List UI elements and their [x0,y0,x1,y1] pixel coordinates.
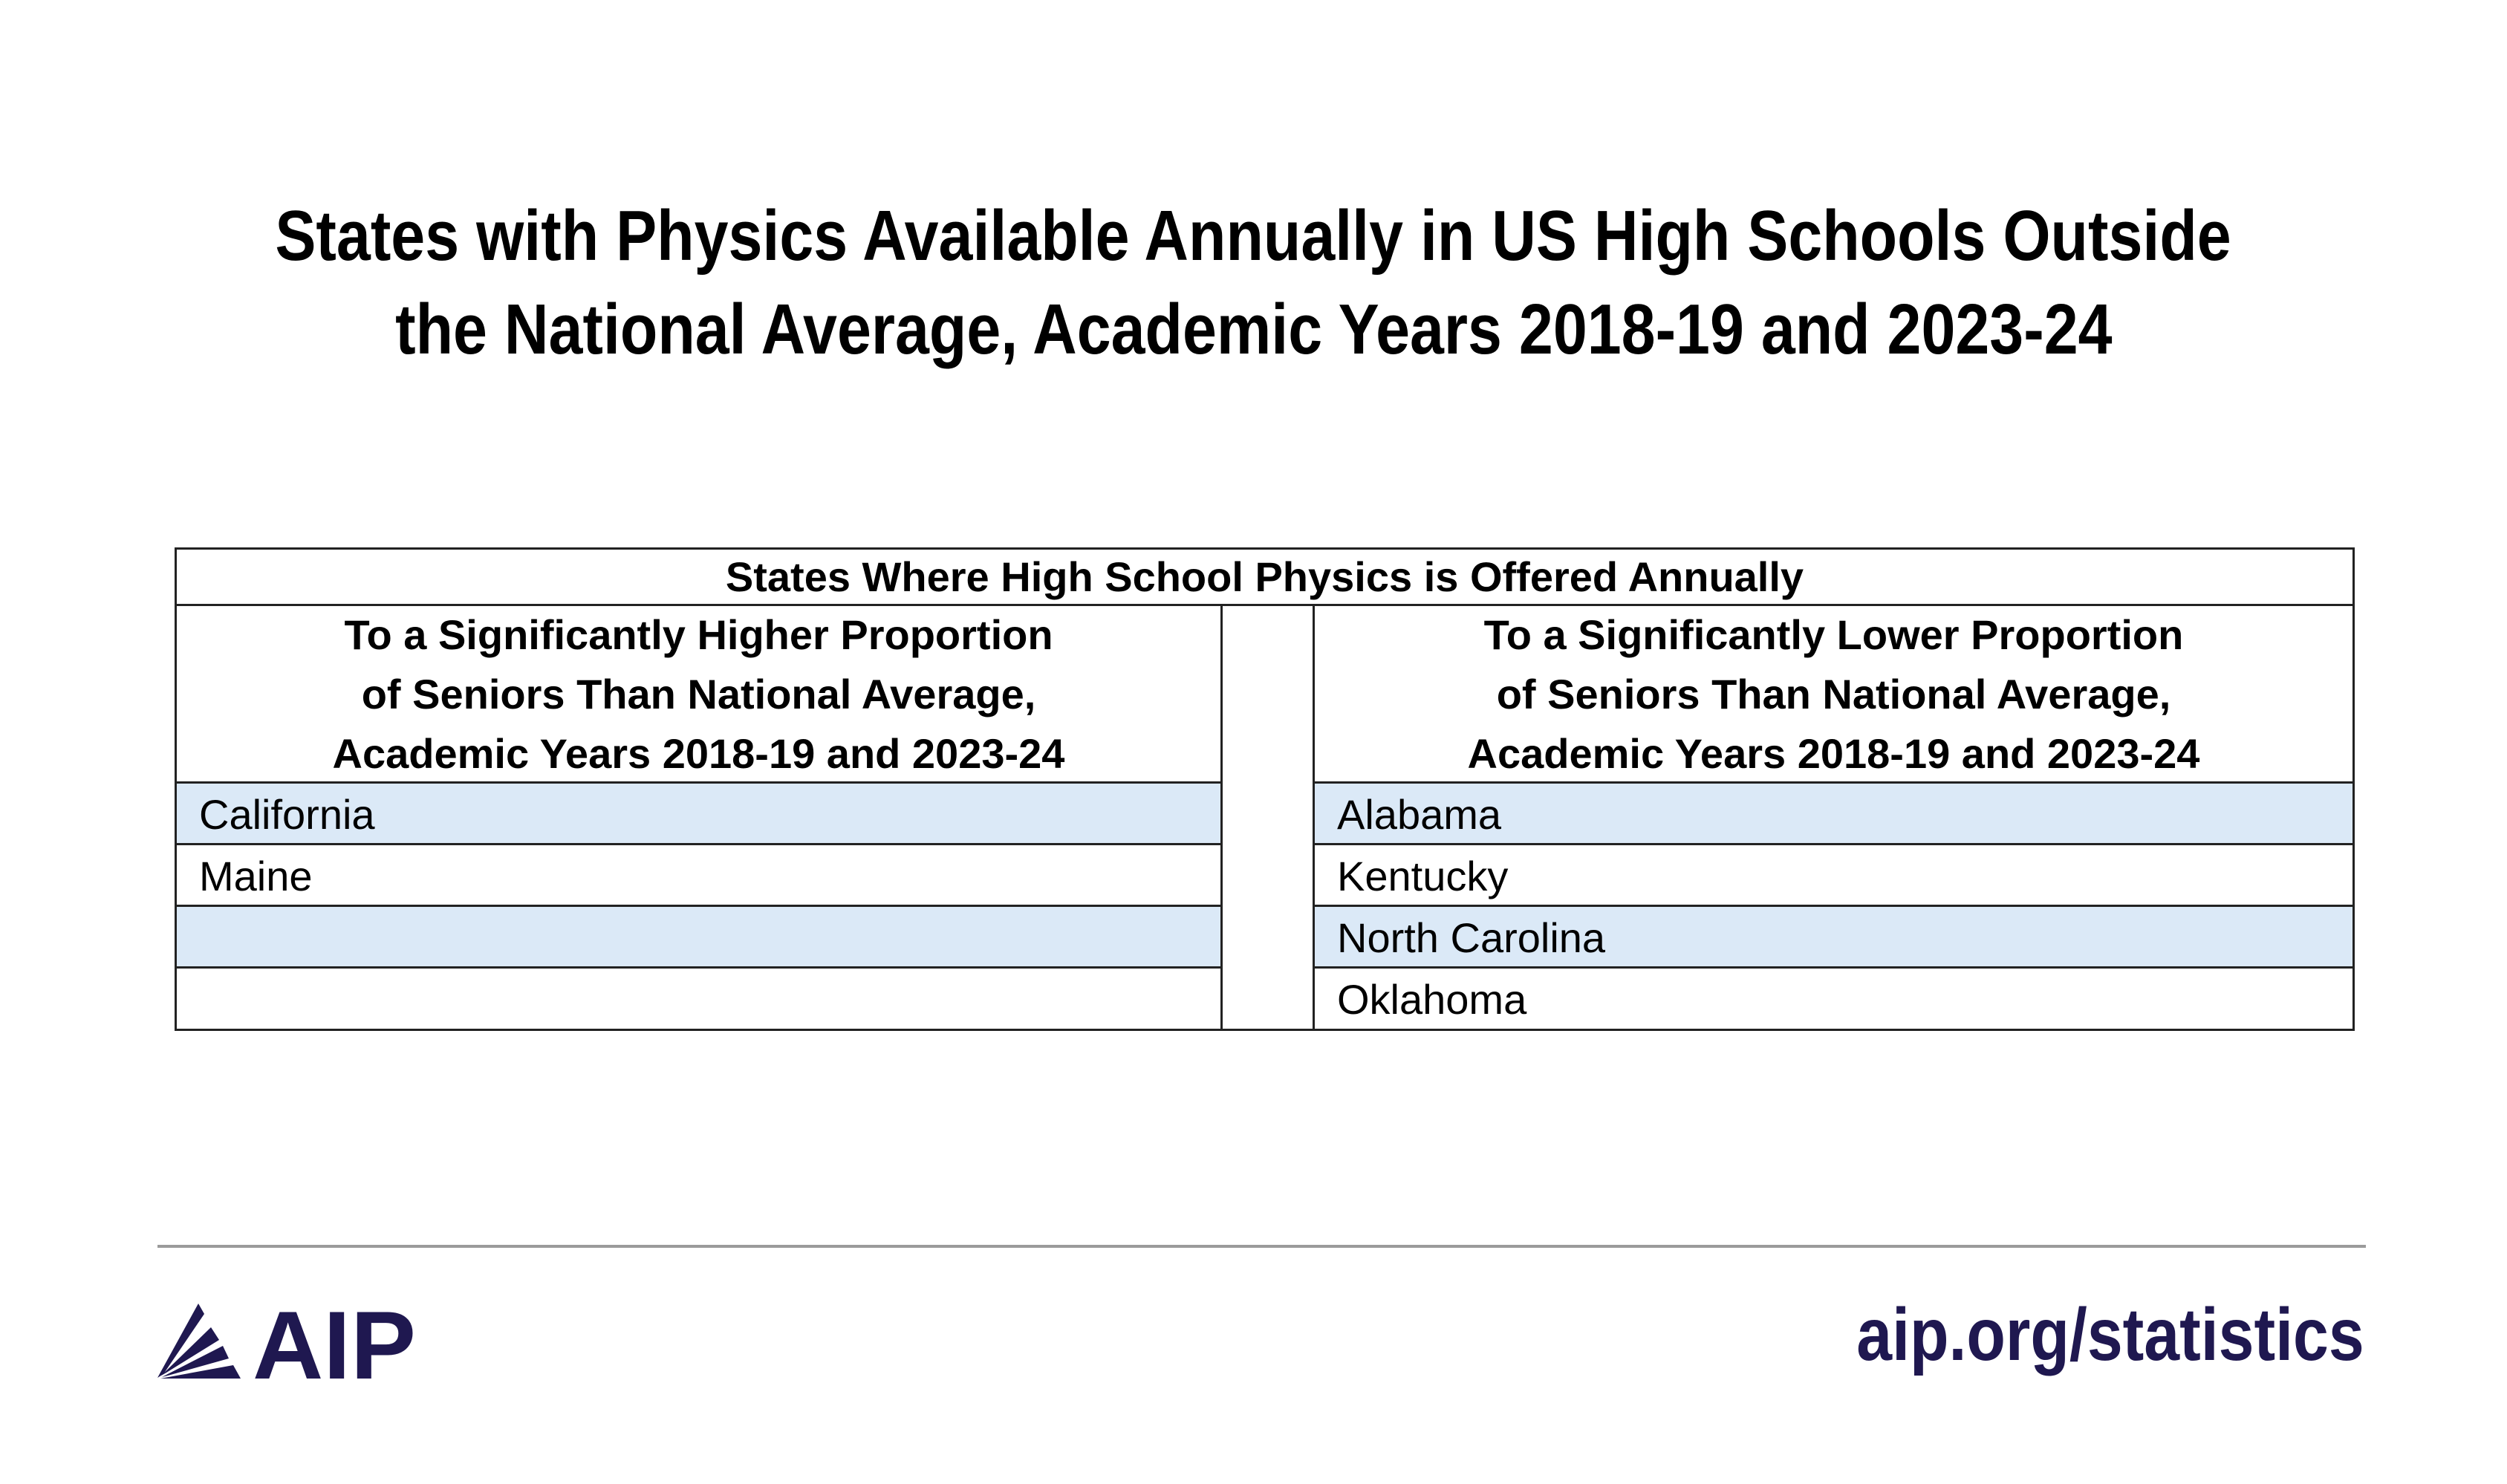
table-row [177,969,1220,1030]
aip-logo: AIP [157,1291,425,1399]
lower-column-heading: To a Significantly Lower Proportion of S… [1315,604,2352,784]
title-line-2: the National Average, Academic Years 201… [394,290,2113,369]
heading-line: Academic Years 2018-19 and 2023-24 [332,730,1065,777]
spacer-column [1220,604,1315,1029]
table-row: North Carolina [1315,907,2352,969]
table-row: Alabama [1315,784,2352,845]
states-table: States Where High School Physics is Offe… [175,547,2355,1031]
table-row: California [177,784,1220,845]
higher-column: To a Significantly Higher Proportion of … [177,604,1223,1029]
table-row: Maine [177,845,1220,907]
heading-line: of Seniors Than National Average, [361,671,1036,717]
page-title: States with Physics Available Annually i… [0,189,2507,377]
table-header: States Where High School Physics is Offe… [177,550,2352,606]
heading-line: To a Significantly Higher Proportion [344,611,1053,658]
heading-line: Academic Years 2018-19 and 2023-24 [1467,730,2200,777]
lower-column: To a Significantly Lower Proportion of S… [1315,604,2352,1029]
heading-line: of Seniors Than National Average, [1496,671,2171,717]
table-row: Oklahoma [1337,976,1527,1023]
footer-divider [157,1245,2366,1248]
table-row [177,907,1220,969]
table-row: Kentucky [1315,845,2352,907]
heading-line: To a Significantly Lower Proportion [1483,611,2184,658]
svg-text:AIP: AIP [253,1300,416,1382]
higher-column-heading: To a Significantly Higher Proportion of … [177,604,1220,784]
title-line-1: States with Physics Available Annually i… [275,196,2232,276]
aip-rays-logo-icon: AIP [157,1291,416,1399]
statistics-link[interactable]: aip.org/statistics [1856,1293,2364,1376]
